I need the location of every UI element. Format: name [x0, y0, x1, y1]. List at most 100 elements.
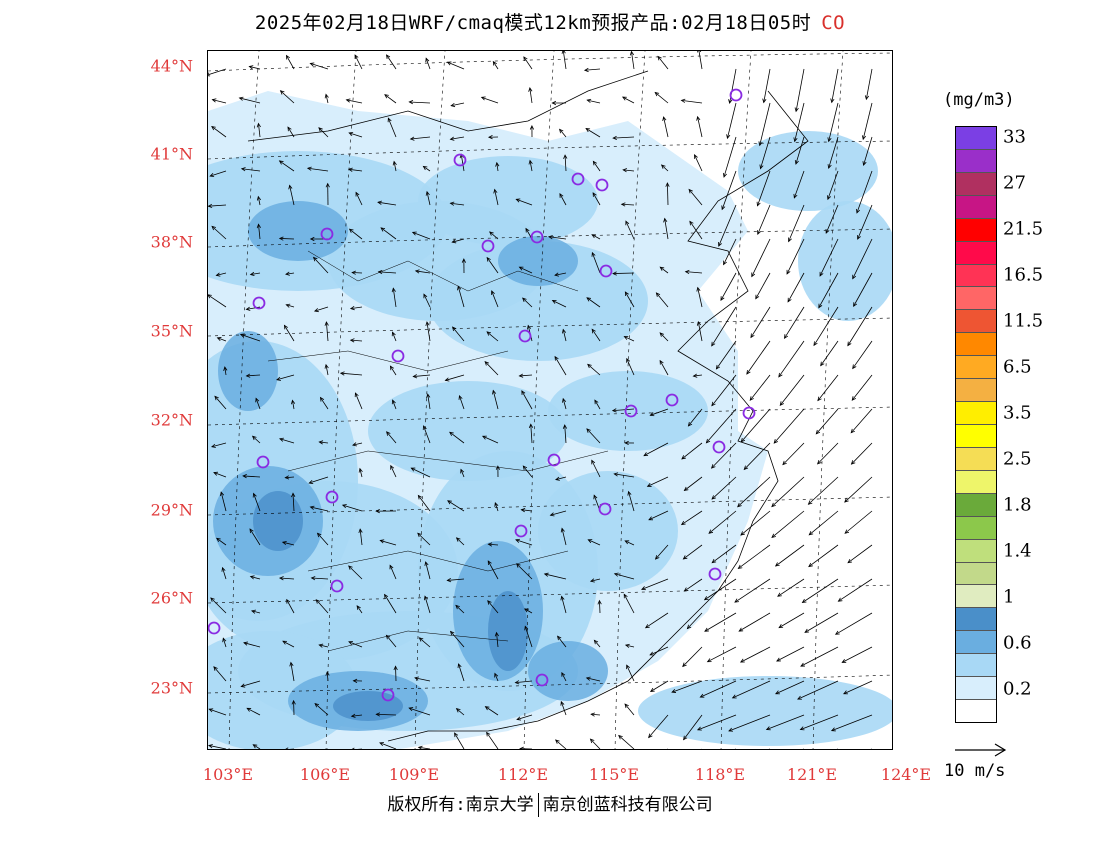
wind-arrow-icon	[423, 293, 431, 308]
wind-arrow-icon	[799, 714, 839, 731]
wind-arrow-icon	[208, 708, 227, 716]
wind-arrow-icon	[412, 374, 431, 379]
wind-arrow-icon	[703, 578, 737, 601]
wind-arrow-icon	[662, 116, 669, 138]
wind-arrow-icon	[710, 442, 737, 469]
wind-arrow-icon	[494, 631, 499, 648]
wind-arrow-icon	[585, 128, 601, 138]
wind-arrow-icon	[391, 331, 397, 342]
concentration-field	[208, 51, 892, 749]
wind-arrow-icon	[325, 671, 330, 682]
wind-arrow-icon	[348, 131, 363, 138]
wind-arrow-icon	[211, 125, 227, 138]
longitude-line	[720, 51, 752, 749]
longitude-line	[228, 51, 260, 749]
wind-arrow-icon	[318, 127, 329, 138]
wind-arrow-icon	[659, 266, 669, 274]
copyright-owner: 版权所有:南京大学	[387, 795, 534, 815]
wind-arrow-icon	[522, 465, 533, 478]
latitude-line	[208, 228, 892, 248]
wind-arrow-icon	[682, 646, 703, 668]
wind-arrow-icon	[251, 435, 261, 444]
wind-arrow-icon	[492, 60, 499, 70]
wind-arrow-icon	[240, 680, 261, 688]
latitude-line	[208, 140, 892, 160]
wind-arrow-icon	[528, 423, 534, 444]
wind-arrow-icon	[390, 464, 397, 478]
wind-arrow-icon	[208, 744, 227, 749]
legend-swatch	[956, 516, 996, 540]
forecast-map[interactable]	[207, 50, 893, 750]
wind-arrow-icon	[256, 122, 261, 138]
wind-arrow-icon	[375, 509, 397, 514]
wind-arrow-icon	[256, 223, 261, 240]
wind-arrow-icon	[794, 136, 805, 165]
longitude-line	[523, 51, 555, 749]
station-marker-icon	[535, 673, 549, 687]
wind-arrow-icon	[750, 306, 771, 339]
wind-arrow-icon	[494, 672, 499, 682]
wind-arrow-icon	[583, 67, 601, 73]
wind-arrow-icon	[654, 91, 669, 104]
wind-arrow-icon	[663, 217, 669, 240]
wind-arrow-icon	[251, 609, 261, 614]
lat-label: 38°N	[150, 232, 193, 252]
wind-arrow-icon	[213, 471, 227, 478]
wind-arrow-icon	[447, 500, 465, 512]
wind-arrow-icon	[209, 170, 227, 178]
wind-arrow-icon	[377, 269, 397, 275]
legend-label: 2.5	[1003, 448, 1032, 470]
wind-arrow-icon	[409, 136, 431, 141]
station-markers	[208, 88, 756, 702]
wind-arrow-icon	[802, 748, 804, 749]
wind-arrow-icon	[385, 634, 397, 648]
wind-arrow-icon	[611, 408, 635, 413]
wind-arrow-icon	[654, 544, 669, 560]
wind-arrow-icon	[214, 395, 227, 410]
legend-swatch	[956, 700, 996, 722]
station-marker-icon	[729, 88, 743, 102]
wind-arrow-icon	[514, 680, 533, 685]
wind-arrow-icon	[659, 359, 669, 376]
wind-arrow-icon	[689, 220, 703, 240]
wind-arrow-icon	[278, 576, 295, 581]
concentration-blob	[638, 676, 892, 746]
coastline	[387, 90, 809, 742]
legend-label: 1.8	[1003, 494, 1032, 516]
wind-arrow-icon	[555, 739, 567, 749]
map-title: 2025年02月18日WRF/cmaq模式12km预报产品:02月18日05时 C…	[0, 8, 1100, 35]
wind-arrow-icon	[827, 102, 839, 143]
legend-swatch	[956, 424, 996, 448]
wind-arrow-icon	[649, 408, 669, 417]
wind-arrow-icon	[559, 128, 567, 138]
wind-arrow-icon	[837, 578, 873, 602]
legend-label: 3.5	[1003, 402, 1032, 424]
latitude-line	[208, 52, 892, 72]
legend-swatch	[956, 195, 996, 219]
legend-swatch	[956, 562, 996, 586]
wind-arrow-icon	[316, 532, 329, 546]
wind-arrow-icon	[731, 680, 771, 699]
wind-arrow-icon	[777, 578, 805, 597]
wind-arrow-icon	[657, 55, 669, 70]
wind-arrow-icon	[808, 544, 839, 568]
wind-arrow-icon	[562, 397, 567, 410]
wind-arrow-icon	[379, 539, 397, 546]
wind-arrow-icon	[680, 510, 703, 526]
wind-arrow-icon	[743, 442, 771, 471]
wind-arrow-icon	[283, 324, 295, 342]
wind-arrow-icon	[384, 94, 397, 104]
copyright-company: 南京创蓝科技有限公司	[542, 795, 713, 815]
wind-arrow-icon	[853, 272, 873, 308]
wind-arrow-icon	[793, 170, 805, 199]
wind-arrow-icon	[285, 747, 294, 749]
wind-arrow-icon	[778, 612, 805, 629]
wind-arrow-icon	[844, 510, 873, 534]
wind-arrow-icon	[486, 731, 499, 749]
lon-label: 115°E	[588, 765, 640, 784]
legend-swatch	[956, 333, 996, 357]
wind-arrow-icon	[613, 472, 635, 478]
wind-arrow-icon	[738, 612, 771, 632]
copyright-divider	[537, 793, 539, 817]
wind-arrow-icon	[804, 612, 839, 633]
